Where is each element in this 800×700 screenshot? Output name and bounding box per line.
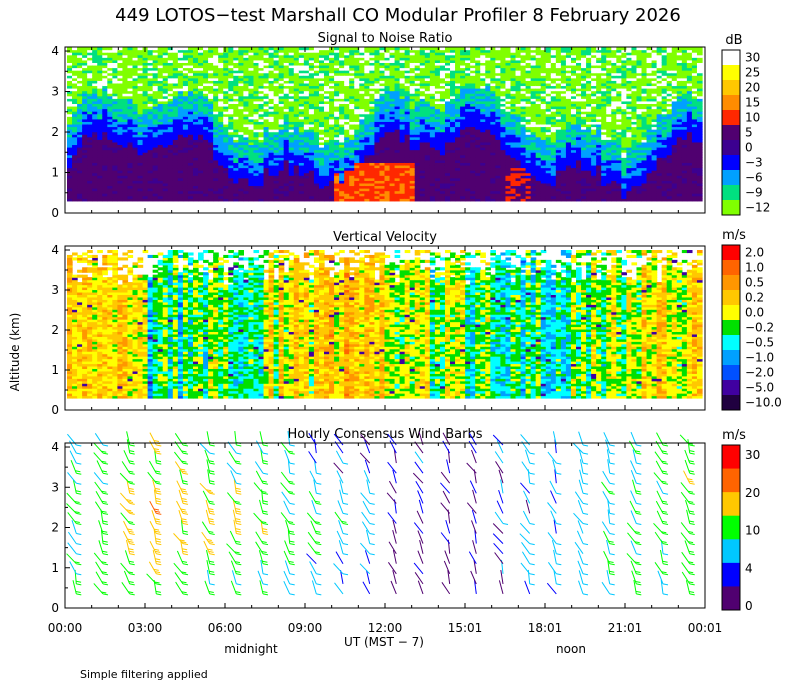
panel-1: Signal to Noise Ratio01234dB302520151050…: [51, 31, 770, 220]
field-1: [67, 47, 703, 201]
x-axis-label: UT (MST − 7): [344, 635, 424, 649]
figure-title: 449 LOTOS−test Marshall CO Modular Profi…: [115, 5, 681, 26]
panel-title: Signal to Noise Ratio: [318, 31, 453, 46]
midnight-label: midnight: [224, 642, 278, 656]
footnote: Simple filtering applied: [80, 668, 208, 681]
y-axis-label: Altitude (km): [8, 313, 22, 392]
noon-label: noon: [556, 642, 586, 656]
